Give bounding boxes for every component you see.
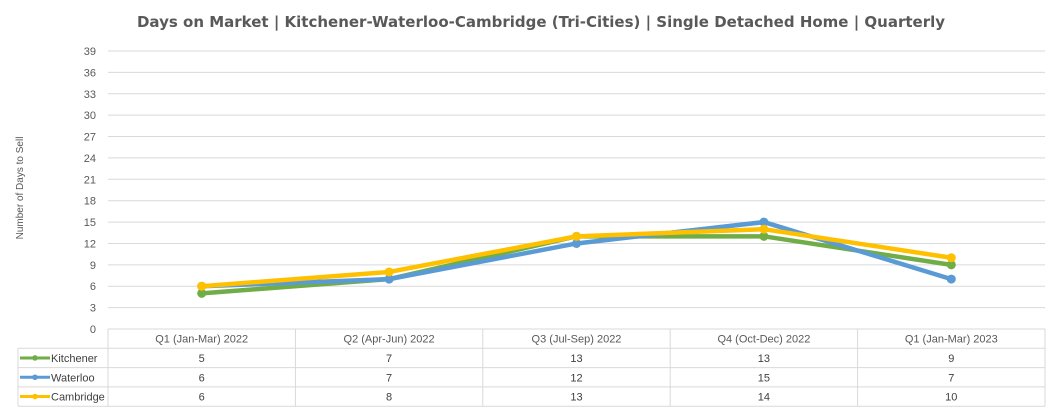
y-tick-label: 0: [90, 324, 96, 336]
y-tick-label: 9: [90, 260, 96, 272]
table-cell: 10: [945, 392, 957, 404]
table-cell: 6: [199, 372, 205, 384]
y-tick-label: 36: [84, 67, 96, 79]
table-cell: 9: [948, 353, 954, 365]
table-cell: 6: [199, 392, 205, 404]
y-tick-label: 3: [90, 303, 96, 315]
table-cell: 14: [758, 392, 770, 404]
chart-title: Days on Market | Kitchener-Waterloo-Camb…: [137, 13, 945, 32]
x-category-label: Q4 (Oct-Dec) 2022: [717, 334, 810, 346]
y-tick-label: 18: [84, 196, 96, 208]
data-point: [572, 231, 581, 241]
table-cell: 5: [199, 353, 205, 365]
x-category-label: Q3 (Jul-Sep) 2022: [532, 334, 622, 346]
table-cell: 7: [386, 353, 392, 365]
data-point: [384, 267, 394, 277]
x-category-label: Q1 (Jan-Mar) 2023: [905, 334, 998, 346]
data-point: [197, 281, 207, 291]
data-point: [946, 253, 956, 263]
table-cell: 13: [570, 392, 582, 404]
y-tick-label: 15: [84, 217, 96, 229]
y-tick-label: 30: [84, 110, 96, 122]
table-cell: 7: [948, 372, 954, 384]
y-tick-label: 21: [84, 174, 96, 186]
legend-label: Waterloo: [51, 372, 95, 384]
data-point: [946, 274, 956, 284]
legend-label: Cambridge: [51, 392, 105, 404]
gridlines: [108, 50, 1045, 330]
data-table: Q1 (Jan-Mar) 2022 Q2 (Apr-Jun) 2022 Q3 (Ju…: [17, 329, 1046, 407]
legend-label: Kitchener: [51, 353, 98, 365]
data-point: [572, 238, 581, 248]
legend-swatch-marker: [32, 374, 38, 381]
data-point: [759, 217, 769, 227]
y-axis-label: Number of Days to Sell: [15, 137, 26, 240]
table-cell: 7: [386, 372, 392, 384]
y-tick-label: 24: [84, 153, 96, 165]
legend-swatch-marker: [32, 393, 38, 400]
y-tick-label: 27: [84, 132, 96, 144]
data-point: [384, 274, 394, 284]
table-cell: 12: [570, 372, 582, 384]
table-cell: 15: [758, 372, 770, 384]
table-cell: 8: [386, 392, 392, 404]
table-cell: 13: [758, 353, 770, 365]
y-tick-label: 39: [84, 46, 96, 58]
x-category-label: Q2 (Apr-Jun) 2022: [344, 334, 435, 346]
series-lines: [197, 217, 956, 298]
data-point: [946, 260, 956, 270]
legend-swatch-marker: [32, 355, 38, 361]
data-point: [759, 224, 769, 234]
y-tick-label: 33: [84, 89, 96, 101]
data-point: [759, 231, 769, 241]
y-tick-label: 12: [84, 238, 96, 250]
data-point: [197, 288, 207, 298]
x-category-label: Q1 (Jan-Mar) 2022: [155, 334, 248, 346]
table-cell: 13: [570, 353, 582, 365]
y-tick-label: 6: [90, 281, 96, 293]
